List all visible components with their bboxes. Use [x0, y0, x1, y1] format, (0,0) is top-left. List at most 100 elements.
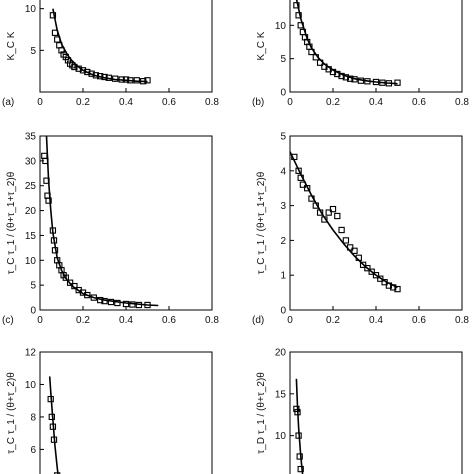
- y-tick-label: 5: [30, 281, 36, 292]
- data-point: [296, 453, 303, 460]
- y-axis-label: τ_D τ_1 / (θ+τ_2)θ: [256, 372, 267, 454]
- data-point: [144, 77, 151, 84]
- y-tick-label: 4: [280, 166, 286, 177]
- plot-frame: [39, 135, 213, 311]
- y-tick-label: 35: [25, 132, 37, 143]
- x-tick-label: 0.6: [412, 315, 426, 326]
- data-point: [394, 285, 401, 293]
- data-point: [71, 63, 78, 71]
- data-point: [377, 275, 384, 282]
- x-tick-label: 0.8: [205, 97, 219, 108]
- y-tick-label: 10: [275, 21, 287, 32]
- y-axis-label: K_C K: [256, 31, 267, 60]
- x-tick-label: 0.4: [369, 97, 383, 108]
- fit-curve: [295, 378, 304, 474]
- y-tick-label: 0: [280, 88, 286, 99]
- data-point: [342, 237, 350, 244]
- chart-panel-6: 5 10 15 20 τ_D τ_1 / (θ+τ_2)θ: [256, 348, 463, 474]
- x-tick-label: 0.4: [119, 315, 133, 326]
- fit-curve: [295, 0, 398, 85]
- panel-label: (d): [252, 315, 264, 326]
- y-tick-label: 2: [280, 236, 286, 247]
- data-point: [359, 261, 367, 268]
- data-point: [372, 272, 380, 279]
- chart-panel-1: 0 0.2 0.4 0.6 0.8 5 10 K_C K (a): [2, 0, 219, 108]
- x-tick-label: 0.8: [205, 315, 219, 326]
- y-axis-label: τ_C τ_1 / (θ+τ_2)θ: [6, 372, 17, 454]
- plot-frame: [289, 351, 463, 474]
- y-axis-label: τ_C τ_1 / (θ+τ_1+τ_2)θ: [256, 171, 267, 274]
- x-tick-label: 0: [37, 97, 43, 108]
- x-tick-label: 0.8: [455, 97, 469, 108]
- data-point: [334, 212, 341, 220]
- fit-curve: [289, 151, 398, 289]
- y-tick-label: 15: [275, 389, 287, 400]
- x-tick-label: 0.2: [326, 97, 340, 108]
- y-tick-label: 8: [30, 412, 36, 423]
- y-axis-label: τ_C τ_1 / (θ+τ_1+τ_2)θ: [6, 171, 17, 274]
- x-tick-label: 0.6: [162, 315, 176, 326]
- y-tick-label: 5: [280, 132, 286, 143]
- x-tick-label: 0.2: [76, 315, 90, 326]
- data-point: [66, 279, 74, 286]
- data-point: [62, 274, 69, 281]
- data-point: [325, 209, 332, 216]
- plot-frame: [39, 0, 213, 93]
- data-point: [338, 226, 345, 234]
- y-tick-label: 0: [280, 306, 286, 317]
- y-tick-label: 10: [25, 256, 37, 267]
- y-tick-label: 5: [280, 473, 286, 474]
- x-tick-label: 0: [37, 315, 43, 326]
- x-tick-label: 0.4: [119, 97, 133, 108]
- fit-curve: [48, 376, 59, 474]
- panel-label: (c): [2, 315, 14, 326]
- plot-frame: [289, 0, 463, 93]
- x-tick-label: 0.2: [326, 315, 340, 326]
- data-point: [41, 152, 48, 160]
- x-tick-label: 0.4: [369, 315, 383, 326]
- x-tick-label: 0.6: [412, 97, 426, 108]
- y-tick-label: 1: [280, 271, 286, 282]
- y-tick-label: 15: [25, 231, 37, 242]
- data-point: [293, 405, 300, 413]
- chart-panel-5: 4681012τ_C τ_1 / (θ+τ_2)θ: [6, 348, 213, 474]
- data-point: [45, 197, 52, 204]
- chart-panel-3: 0 0.2 0.4 0.6 0.8 0 5 10 15 20 25 30 35 τ_C τ_1 / (θ+…: [2, 132, 219, 327]
- data-point: [329, 205, 337, 213]
- y-tick-label: 3: [280, 201, 286, 212]
- y-tick-label: 5: [30, 46, 36, 57]
- chart-panel-4: 0 0.2 0.4 0.6 0.8 0 1 2 3 4 5 τ_C τ_1 / (θ+τ_1+τ_2)…: [252, 132, 469, 327]
- data-point: [364, 265, 371, 272]
- fit-curve: [52, 8, 148, 83]
- x-tick-label: 0.8: [455, 315, 469, 326]
- panel-label: (b): [252, 97, 264, 108]
- y-tick-label: 20: [25, 206, 37, 217]
- data-point: [297, 465, 304, 473]
- y-tick-label: 12: [25, 348, 37, 359]
- data-point: [293, 2, 300, 9]
- y-tick-label: 25: [25, 181, 37, 192]
- data-point: [394, 79, 401, 86]
- x-tick-label: 0.6: [162, 97, 176, 108]
- y-axis-label: K_C K: [6, 31, 17, 60]
- data-point: [79, 67, 87, 74]
- plot-frame: [289, 135, 463, 311]
- y-tick-label: 10: [275, 431, 287, 442]
- plot-frame: [39, 351, 213, 474]
- panel-label: (a): [2, 97, 14, 108]
- y-tick-label: 6: [30, 445, 36, 456]
- y-tick-label: 5: [280, 54, 286, 65]
- x-tick-label: 0: [287, 315, 293, 326]
- x-tick-label: 0.2: [76, 97, 90, 108]
- data-point: [368, 268, 375, 275]
- fit-curve: [45, 135, 159, 307]
- y-tick-label: 0: [30, 306, 36, 317]
- y-tick-label: 30: [25, 156, 37, 167]
- y-tick-label: 20: [275, 348, 287, 359]
- data-point: [114, 299, 121, 307]
- x-tick-label: 0: [287, 97, 293, 108]
- y-tick-label: 10: [25, 4, 37, 15]
- chart-panel-2: 0 0.2 0.4 0.6 0.8 0 5 10 K_C K (b): [252, 0, 469, 108]
- data-point: [295, 12, 302, 19]
